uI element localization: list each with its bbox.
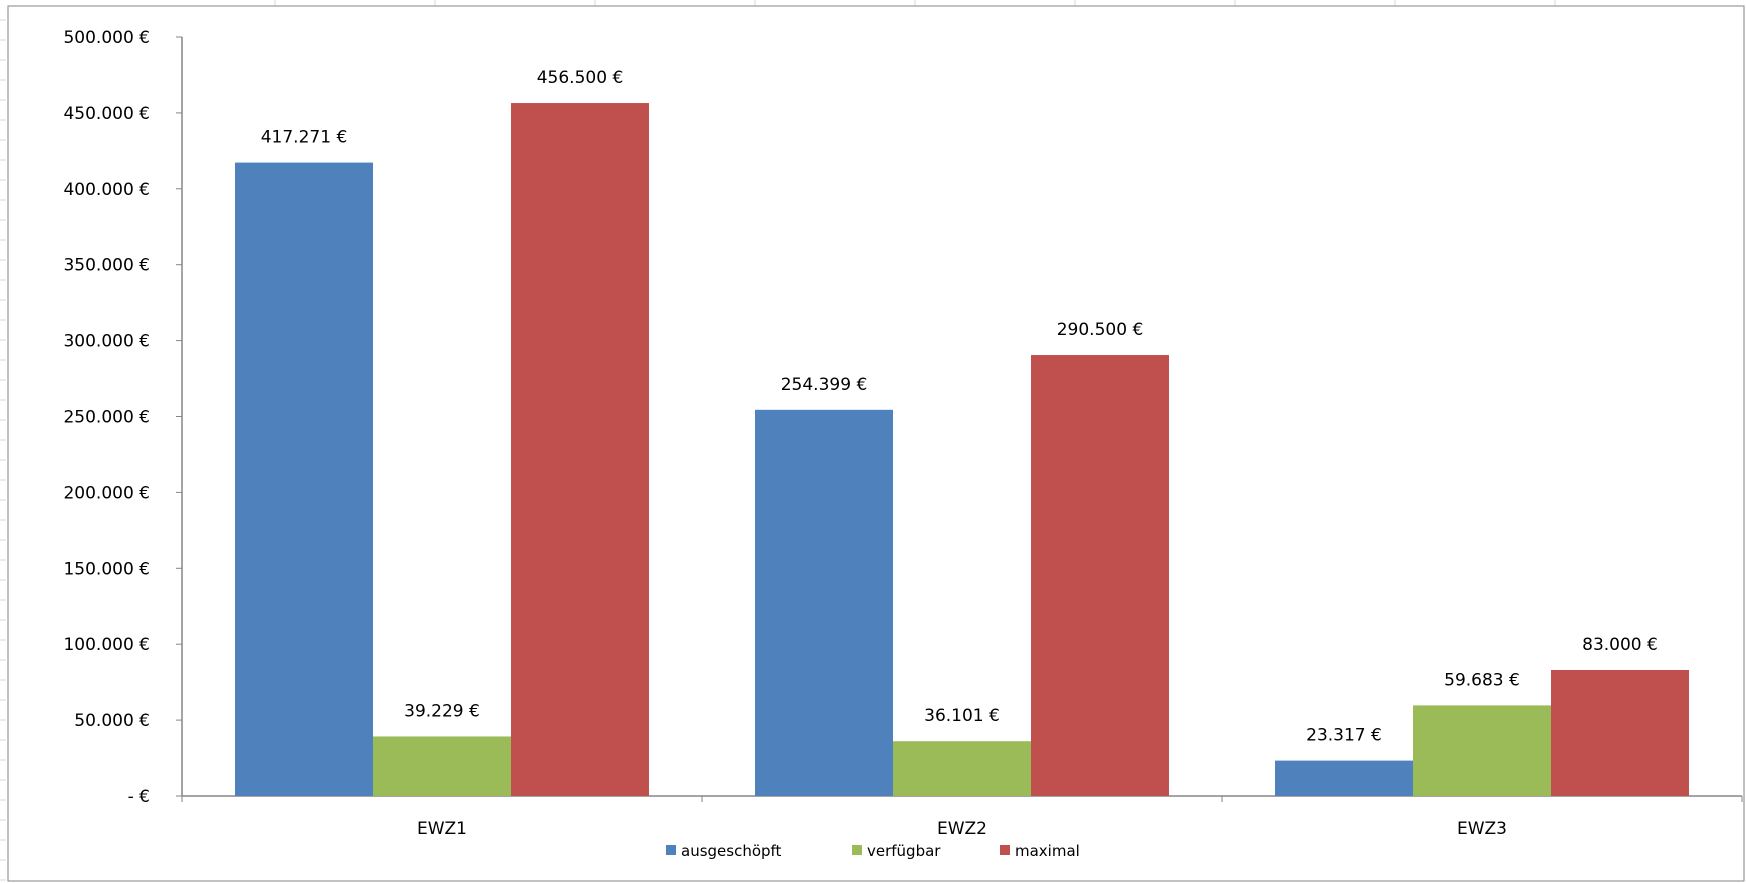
legend-swatch (666, 845, 676, 855)
y-tick-label: 450.000 € (63, 104, 150, 124)
bar-ewz3-2 (1413, 705, 1551, 796)
legend-label: maximal (1015, 842, 1080, 860)
y-tick-label: 200.000 € (63, 483, 150, 503)
bars (235, 103, 1689, 796)
bar-ewz2-3 (1031, 355, 1169, 796)
data-label: 59.683 € (1444, 670, 1520, 690)
data-labels: 417.271 € 39.229 € 456.500 € 254.399 € 36.10… (261, 68, 1658, 746)
data-label: 83.000 € (1582, 635, 1658, 655)
y-tick-label: 300.000 € (63, 332, 150, 352)
data-label: 456.500 € (537, 68, 624, 88)
x-category-label: EWZ2 (937, 819, 987, 839)
bar-ewz2-2 (893, 741, 1031, 796)
data-label: 23.317 € (1306, 726, 1382, 746)
y-tick-label: 100.000 € (63, 635, 150, 655)
legend-swatch (852, 845, 862, 855)
bar-ewz1-1 (235, 162, 373, 796)
y-tick-label: 500.000 € (63, 28, 150, 48)
bar-ewz3-1 (1275, 760, 1413, 796)
data-label: 254.399 € (781, 375, 868, 395)
y-tick-label: 400.000 € (63, 180, 150, 200)
bar-ewz3-3 (1551, 670, 1689, 796)
bar-ewz1-3 (511, 103, 649, 796)
bar-ewz2-1 (755, 409, 893, 796)
y-tick-label: 50.000 € (74, 711, 150, 731)
legend-label: verfügbar (867, 842, 941, 860)
data-label: 417.271 € (261, 128, 348, 148)
x-category-label: EWZ3 (1457, 819, 1507, 839)
y-tick-label: - € (128, 787, 150, 807)
y-tick-label: 250.000 € (63, 408, 150, 428)
bar-ewz1-2 (373, 736, 511, 796)
data-label: 39.229 € (404, 701, 480, 721)
y-tick-label: 350.000 € (63, 256, 150, 276)
y-tick-label: 150.000 € (63, 559, 150, 579)
legend: ausgeschöpft verfügbar maximal (666, 842, 1080, 860)
legend-label: ausgeschöpft (681, 842, 782, 860)
legend-swatch (1000, 845, 1010, 855)
x-category-label: EWZ1 (417, 819, 467, 839)
data-label: 36.101 € (924, 706, 1000, 726)
data-label: 290.500 € (1057, 320, 1144, 340)
